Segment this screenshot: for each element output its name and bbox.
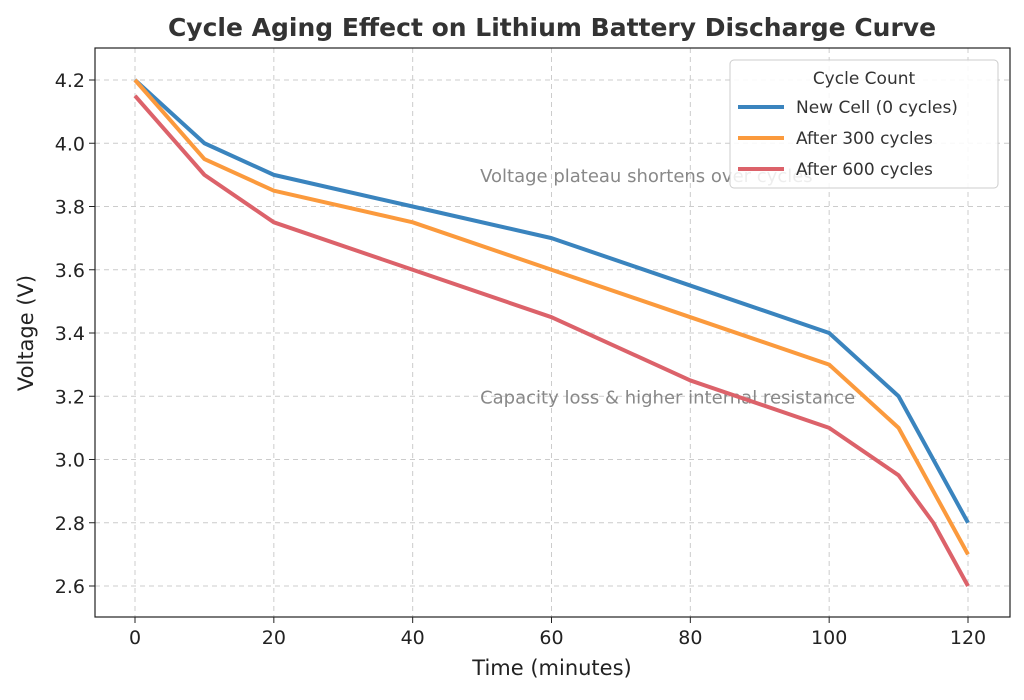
legend-label: New Cell (0 cycles) [796, 98, 958, 118]
y-tick-label: 3.4 [55, 323, 85, 345]
x-axis-label: Time (minutes) [471, 656, 631, 680]
x-tick-label: 40 [401, 627, 425, 649]
series-line-1 [133, 78, 970, 556]
annotation: Capacity loss & higher internal resistan… [480, 387, 855, 408]
y-tick-label: 3.8 [55, 197, 85, 219]
legend-label: After 600 cycles [796, 160, 933, 180]
y-axis-label: Voltage (V) [14, 275, 38, 391]
y-tick-label: 3.2 [55, 386, 85, 408]
legend-title: Cycle Count [813, 69, 916, 89]
x-tick-label: 60 [539, 627, 563, 649]
legend-label: After 300 cycles [796, 129, 933, 149]
chart-title: Cycle Aging Effect on Lithium Battery Di… [168, 13, 936, 42]
y-tick-label: 2.6 [55, 576, 85, 598]
x-tick-label: 20 [262, 627, 286, 649]
x-tick-label: 100 [811, 627, 847, 649]
x-tick-label: 0 [129, 627, 141, 649]
x-tick-label: 80 [678, 627, 702, 649]
legend-box [729, 59, 999, 189]
series-line-0 [133, 78, 970, 524]
series-line-2 [133, 94, 970, 587]
y-tick-label: 4.0 [55, 133, 85, 155]
y-tick-label: 2.8 [55, 513, 85, 535]
y-tick-label: 4.2 [55, 70, 85, 92]
x-tick-label: 120 [950, 627, 986, 649]
legend: Cycle Count New Cell (0 cycles) After 300… [729, 59, 999, 189]
y-tick-label: 3.0 [55, 450, 85, 472]
y-tick-label: 3.6 [55, 260, 85, 282]
